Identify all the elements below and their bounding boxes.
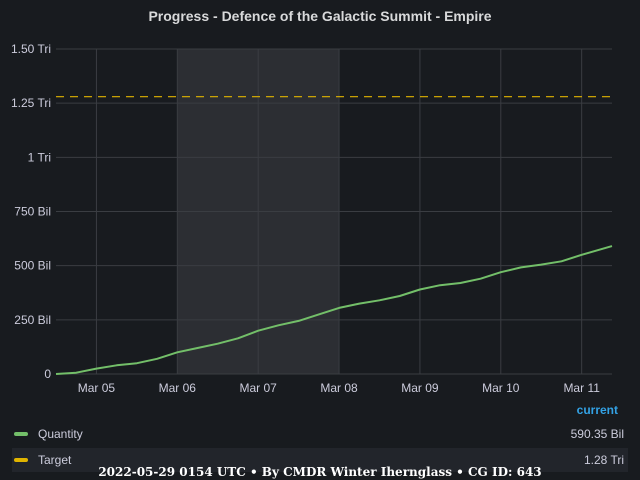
footer-credit: 2022-05-29 0154 UTC • By CMDR Winter Ihe… [98, 465, 542, 479]
legend-item-current-value: 1.28 Tri [583, 453, 624, 467]
x-tick-label: Mar 06 [159, 381, 197, 395]
y-tick-label: 250 Bil [14, 313, 51, 327]
legend-item-quantity[interactable]: Quantity 590.35 Bil [12, 422, 628, 446]
progress-chart: 0 250 Bil 500 Bil 750 Bil 1 Tri 1.25 Tri 1.50 … [11, 42, 613, 395]
y-tick-label: 750 Bil [14, 205, 51, 219]
legend-item-label: Target [38, 453, 72, 467]
x-tick-label: Mar 07 [240, 381, 278, 395]
y-tick-label: 0 [44, 367, 51, 381]
chart-title: Progress - Defence of the Galactic Summi… [148, 8, 492, 24]
x-tick-label: Mar 05 [78, 381, 116, 395]
y-tick-label: 1.50 Tri [11, 42, 51, 56]
target-color-swatch [14, 458, 28, 462]
legend-item-label: Quantity [38, 427, 83, 441]
legend-header-current[interactable]: current [576, 403, 618, 417]
x-tick-label: Mar 09 [401, 381, 439, 395]
y-tick-label: 500 Bil [14, 259, 51, 273]
x-tick-label: Mar 11 [563, 381, 600, 395]
series-line-quantity [55, 245, 613, 375]
x-tick-label: Mar 08 [320, 381, 358, 395]
y-tick-label: 1.25 Tri [11, 96, 51, 110]
legend-item-target[interactable]: Target 1.28 Tri [12, 448, 628, 472]
legend-item-current-value: 590.35 Bil [570, 427, 624, 441]
quantity-color-swatch [14, 432, 28, 436]
y-tick-label: 1 Tri [28, 150, 51, 164]
x-tick-label: Mar 10 [482, 381, 520, 395]
